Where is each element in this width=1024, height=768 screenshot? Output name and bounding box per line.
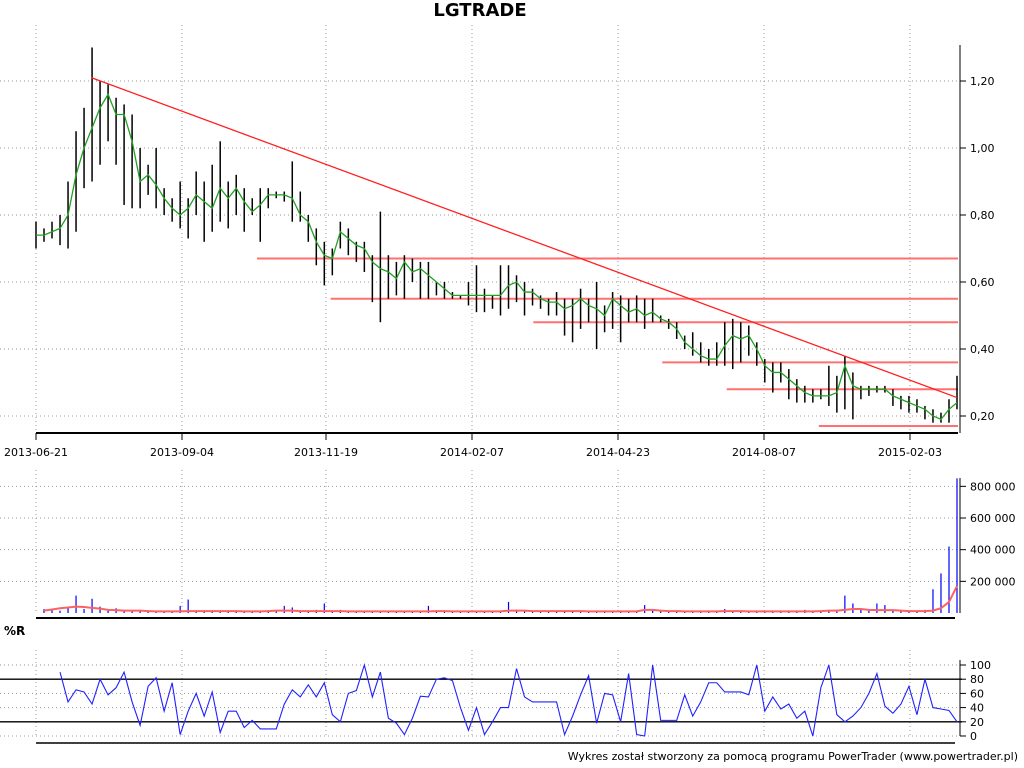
- y-tick-label: 1,00: [970, 142, 995, 155]
- y-tick-label: 800 000: [970, 480, 1016, 493]
- x-tick-label: 2014-02-07: [440, 446, 504, 459]
- y-tick-label: 0,20: [970, 410, 995, 423]
- x-tick-label: 2013-11-19: [294, 446, 358, 459]
- y-tick-label: 0,80: [970, 209, 995, 222]
- y-tick-label: 20: [970, 716, 984, 729]
- x-tick-label: 2013-09-04: [150, 446, 214, 459]
- williams-r-line: [59, 662, 958, 737]
- x-tick-label: 2014-04-23: [586, 446, 650, 459]
- y-tick-label: 40: [970, 702, 984, 715]
- volume-average-line: [43, 585, 958, 613]
- trend-line: [91, 77, 958, 399]
- x-tick-label: 2015-02-03: [878, 446, 942, 459]
- y-tick-label: 0,60: [970, 276, 995, 289]
- y-tick-label: 80: [970, 673, 984, 686]
- footer-credit: Wykres został stworzony za pomocą progra…: [567, 750, 1018, 763]
- y-tick-label: 400 000: [970, 544, 1016, 557]
- y-tick-label: 0,40: [970, 343, 995, 356]
- y-tick-label: 60: [970, 687, 984, 700]
- williams-r-label: %R: [4, 624, 26, 638]
- y-tick-label: 600 000: [970, 512, 1016, 525]
- y-tick-label: 0: [970, 730, 977, 743]
- y-tick-label: 200 000: [970, 575, 1016, 588]
- x-tick-label: 2014-08-07: [732, 446, 796, 459]
- x-tick-label: 2013-06-21: [4, 446, 68, 459]
- y-tick-label: 100: [970, 659, 991, 672]
- moving-average-line: [36, 92, 958, 421]
- chart-title: LGTRADE: [433, 0, 527, 21]
- y-tick-label: 1,20: [970, 75, 995, 88]
